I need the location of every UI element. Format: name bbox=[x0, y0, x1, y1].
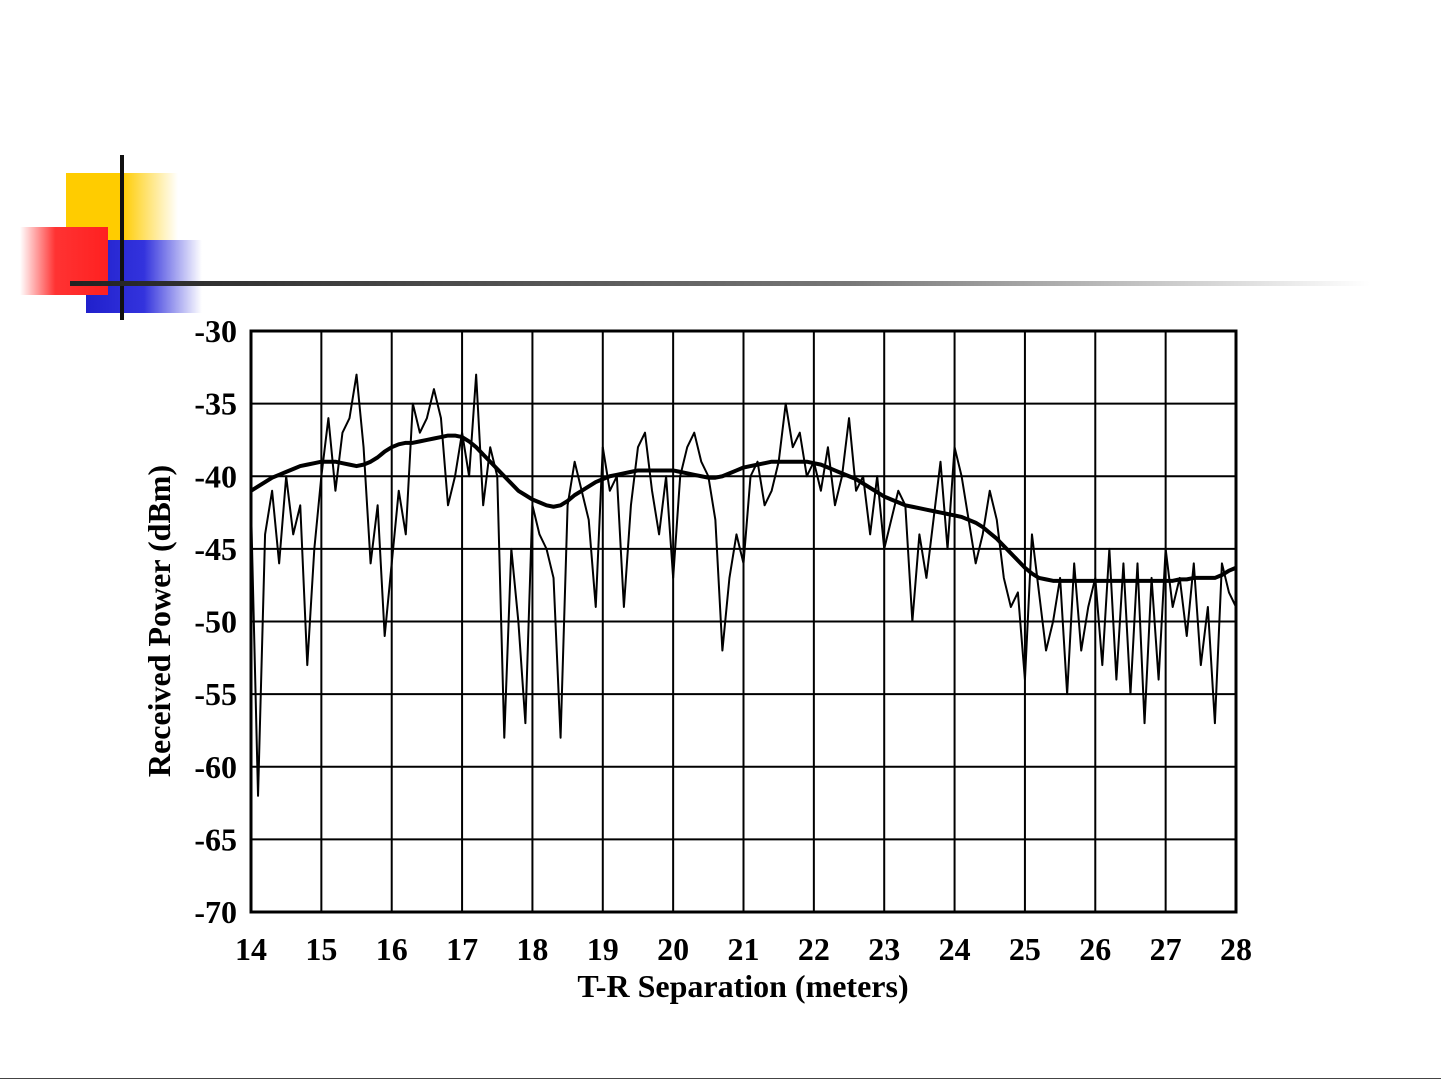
y-tick-label: -45 bbox=[194, 531, 237, 567]
y-tick-label: -30 bbox=[194, 313, 237, 349]
x-tick-label: 27 bbox=[1150, 931, 1182, 967]
title-rule bbox=[70, 281, 1370, 286]
x-tick-label: 25 bbox=[1009, 931, 1041, 967]
y-tick-label: -55 bbox=[194, 676, 237, 712]
x-tick-label: 15 bbox=[305, 931, 337, 967]
x-tick-label: 19 bbox=[587, 931, 619, 967]
footer-rule bbox=[0, 1078, 1441, 1079]
y-tick-label: -50 bbox=[194, 604, 237, 640]
x-tick-label: 28 bbox=[1220, 931, 1252, 967]
x-tick-label: 24 bbox=[939, 931, 971, 967]
x-tick-label: 14 bbox=[235, 931, 267, 967]
slide-logo bbox=[20, 155, 202, 320]
y-tick-label: -70 bbox=[194, 894, 237, 930]
x-tick-label: 18 bbox=[516, 931, 548, 967]
x-tick-label: 16 bbox=[376, 931, 408, 967]
data-line bbox=[250, 373, 1237, 797]
y-tick-label: -35 bbox=[194, 386, 237, 422]
y-tick-label: -40 bbox=[194, 458, 237, 494]
x-axis-label: T-R Separation (meters) bbox=[577, 968, 908, 1004]
x-tick-label: 22 bbox=[798, 931, 830, 967]
x-tick-label: 23 bbox=[868, 931, 900, 967]
plot-frame bbox=[249, 329, 1238, 914]
x-tick-label: 17 bbox=[446, 931, 478, 967]
x-tick-label: 26 bbox=[1079, 931, 1111, 967]
y-axis-label: Received Power (dBm) bbox=[141, 465, 177, 777]
y-tick-label: -65 bbox=[194, 821, 237, 857]
x-tick-label: 20 bbox=[657, 931, 689, 967]
plot-area: -70 -65 -60 -55 -50 -45 -40 -35 -30 14 15 16 17 18 19 2… bbox=[194, 313, 1252, 967]
x-tick-label: 21 bbox=[728, 931, 760, 967]
data-line bbox=[249, 433, 1237, 583]
y-tick-label: -60 bbox=[194, 749, 237, 785]
